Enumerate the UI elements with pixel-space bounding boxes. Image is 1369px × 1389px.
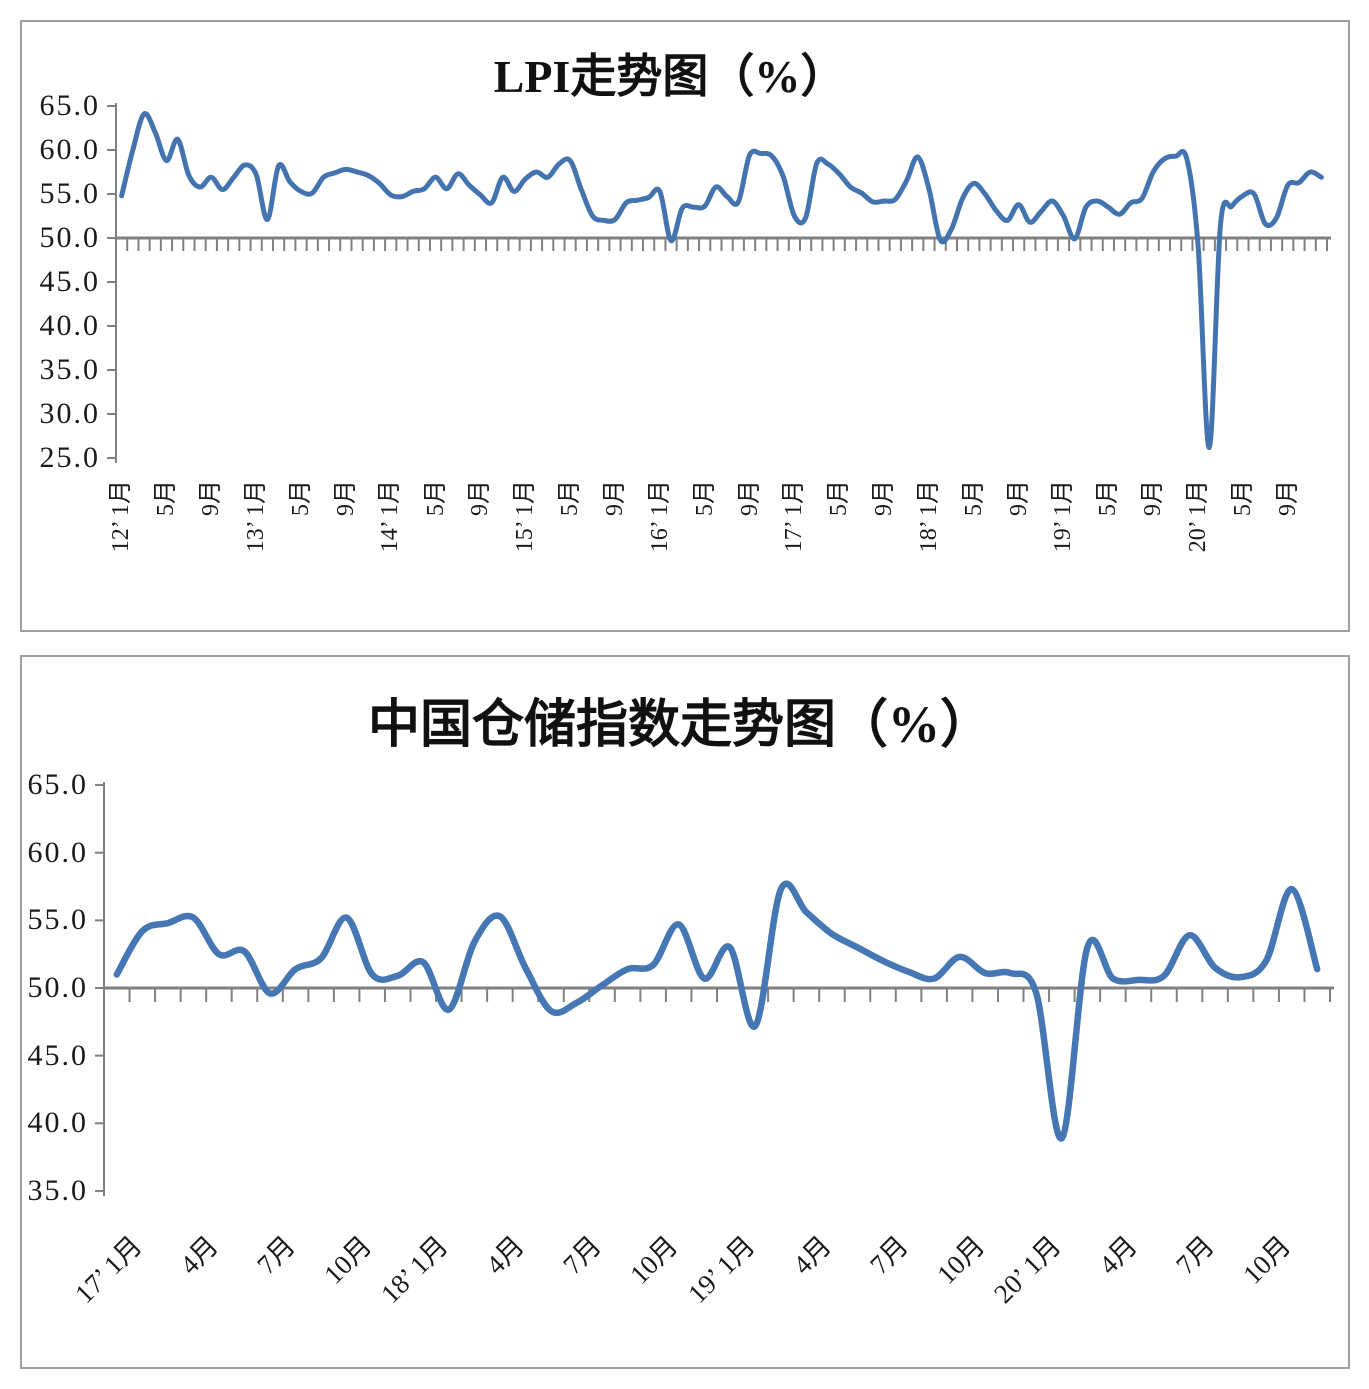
warehouse-trend-line <box>113 880 1321 1142</box>
lpi-x-axis-label-text: 5月 <box>826 480 853 516</box>
lpi-x-axis-label-text: 18’ 1月 <box>915 480 942 553</box>
lpi-x-axis-label-text: 5月 <box>960 480 987 516</box>
lpi-y-axis-label: 45.0 <box>39 265 100 298</box>
lpi-x-axis-label-text: 9月 <box>736 480 763 516</box>
lpi-x-axis-label-text: 12’ 1月 <box>108 480 135 553</box>
lpi-y-axis-label: 40.0 <box>39 309 100 342</box>
lpi-x-axis-label-text: 5月 <box>422 480 449 516</box>
lpi-y-axis-label: 50.0 <box>39 221 100 254</box>
lpi-x-axis-label-text: 17’ 1月 <box>781 480 808 553</box>
lpi-x-axis-label-text: 5月 <box>557 480 584 516</box>
lpi-x-axis-label-text: 9月 <box>198 480 225 516</box>
lpi-x-axis-label-text: 19’ 1月 <box>1050 480 1077 553</box>
lpi-y-axis-label: 25.0 <box>39 441 100 474</box>
warehouse-y-axis-label: 40.0 <box>27 1106 88 1140</box>
lpi-chart-panel <box>20 20 1350 632</box>
warehouse-y-axis-label: 60.0 <box>27 835 88 869</box>
warehouse-y-axis-label: 35.0 <box>27 1173 88 1207</box>
warehouse-y-axis-label: 50.0 <box>27 971 88 1004</box>
lpi-y-axis-label: 55.0 <box>39 177 100 210</box>
lpi-y-axis-label: 60.0 <box>39 133 100 166</box>
lpi-x-axis-label-text: 9月 <box>1005 480 1032 516</box>
lpi-x-axis-label-text: 9月 <box>467 480 494 516</box>
warehouse-chart-title: 中国仓储指数走势图（%） <box>367 697 992 754</box>
lpi-x-axis-label-text: 9月 <box>1274 480 1301 516</box>
warehouse-chart-panel <box>20 655 1350 1369</box>
lpi-chart-title: LPI走势图（%） <box>493 51 847 102</box>
lpi-x-axis-label-text: 16’ 1月 <box>646 480 673 553</box>
lpi-y-axis-label: 35.0 <box>39 353 100 386</box>
lpi-chart-group <box>107 103 1331 463</box>
lpi-x-axis-label-text: 5月 <box>153 480 180 516</box>
lpi-x-axis-label-text: 9月 <box>332 480 359 516</box>
lpi-x-axis-label-text: 20’ 1月 <box>1185 480 1212 553</box>
lpi-x-axis-label-text: 9月 <box>601 480 628 516</box>
lpi-y-axis-label: 65.0 <box>39 89 100 122</box>
lpi-x-axis-label-text: 13’ 1月 <box>243 480 270 553</box>
lpi-x-axis-label-text: 5月 <box>288 480 314 516</box>
warehouse-y-axis-label: 55.0 <box>27 903 88 937</box>
warehouse-y-axis-label: 45.0 <box>27 1038 88 1072</box>
lpi-x-axis-label-text: 9月 <box>871 480 898 516</box>
lpi-x-axis-label-text: 5月 <box>1229 480 1256 516</box>
lpi-y-axis-label: 30.0 <box>39 397 100 430</box>
lpi-x-axis-label-text: 15’ 1月 <box>512 480 539 553</box>
warehouse-y-axis-label: 65.0 <box>27 768 88 802</box>
lpi-x-axis-label-text: 5月 <box>1095 480 1122 516</box>
lpi-trend-line <box>119 111 1324 450</box>
warehouse-chart-group <box>95 782 1334 1196</box>
lpi-x-axis-label-text: 9月 <box>1140 480 1167 516</box>
lpi-x-axis-label-text: 14’ 1月 <box>377 480 404 553</box>
lpi-x-axis-label-text: 5月 <box>691 480 718 516</box>
